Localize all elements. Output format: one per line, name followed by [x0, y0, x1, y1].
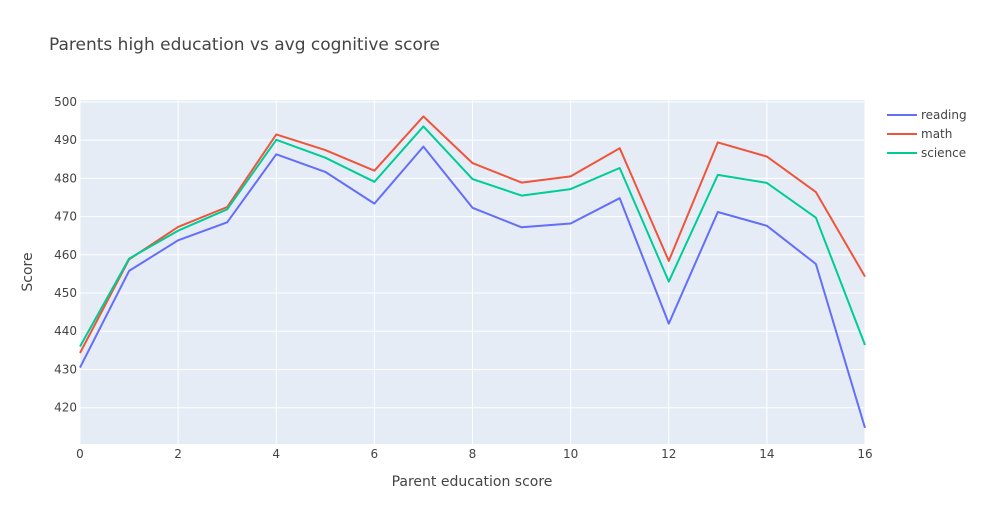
x-tick-label: 2	[174, 447, 182, 461]
y-tick-label: 440	[54, 324, 77, 338]
series-line-reading	[79, 145, 866, 429]
legend-label-science: science	[921, 146, 966, 160]
series-line-science	[79, 125, 866, 347]
y-axis-title: Score	[20, 252, 36, 291]
x-tick-label: 8	[469, 447, 477, 461]
chart-title: Parents high education vs avg cognitive …	[49, 35, 440, 55]
x-tick-label: 14	[759, 447, 774, 461]
y-tick-labels: 420 430 440 450 460 470 480 490 500	[54, 95, 77, 415]
legend-label-math: math	[921, 127, 952, 141]
x-tick-label: 4	[272, 447, 280, 461]
y-tick-label: 500	[54, 95, 77, 109]
series-lines	[79, 115, 866, 429]
x-tick-label: 6	[371, 447, 379, 461]
legend-label-reading: reading	[921, 108, 967, 122]
x-axis-title: Parent education score	[392, 474, 553, 490]
x-tick-labels: 0 2 4 6 8 10 12 14 16	[76, 447, 872, 461]
y-tick-label: 420	[54, 401, 77, 415]
y-tick-label: 430	[54, 362, 77, 376]
y-tick-label: 450	[54, 286, 77, 300]
y-tick-label: 470	[54, 210, 77, 224]
x-tick-label: 16	[857, 447, 872, 461]
x-tick-label: 0	[76, 447, 84, 461]
x-tick-label: 10	[563, 447, 578, 461]
y-tick-label: 460	[54, 248, 77, 262]
y-tick-label: 480	[54, 171, 77, 185]
x-tick-label: 12	[661, 447, 676, 461]
legend: reading math science	[887, 108, 967, 160]
y-tick-label: 490	[54, 133, 77, 147]
series-line-math	[79, 115, 866, 354]
